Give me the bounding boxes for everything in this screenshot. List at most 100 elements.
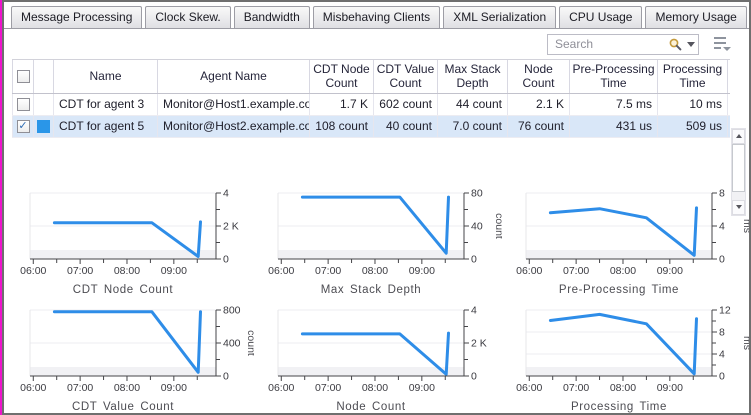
- charts-area: 06:00 07:00 08:00 09:00 4 2 K 0 CDT Node Count 0…: [4, 182, 749, 413]
- tab-message-processing[interactable]: Message Processing: [11, 6, 143, 28]
- table-row[interactable]: CDT for agent 3 Monitor@Host1.example.com…: [12, 93, 730, 116]
- column-chooser-icon[interactable]: [711, 36, 731, 52]
- chart-plot: 06:00 07:00 08:00 09:00 80 40 0 count: [268, 187, 505, 277]
- column-header-node-count[interactable]: Node Count: [508, 60, 570, 93]
- row-value-cell: 509 us: [658, 115, 728, 137]
- chart-title: Pre-Processing Time: [558, 283, 680, 296]
- tab-bandwidth[interactable]: Bandwidth: [233, 6, 310, 28]
- column-header-processing-time[interactable]: Processing Time: [658, 60, 728, 93]
- svg-text:0: 0: [471, 370, 477, 382]
- chart-plot: 06:00 07:00 08:00 09:00 4 2 K 0: [268, 304, 487, 394]
- svg-text:09:00: 09:00: [657, 265, 683, 277]
- chart-cdt-node-count: 06:00 07:00 08:00 09:00 4 2 K 0 CDT Node Count: [10, 187, 254, 296]
- svg-text:4: 4: [471, 305, 477, 317]
- svg-text:07:00: 07:00: [67, 265, 93, 277]
- row-select-cell: [12, 93, 34, 115]
- column-header-agent-name[interactable]: Agent Name: [158, 60, 310, 93]
- search-options-chevron-down-icon[interactable]: [687, 41, 695, 47]
- row-value-cell: 1.7 K: [310, 93, 374, 115]
- chart-plot: 06:00 07:00 08:00 09:00 12 8 4 0 ms: [516, 304, 750, 394]
- tab-clock-skew[interactable]: Clock Skew.: [145, 6, 231, 28]
- svg-text:08:00: 08:00: [362, 265, 388, 277]
- svg-text:0: 0: [223, 370, 229, 382]
- chart-title: CDT Node Count: [72, 283, 174, 296]
- vertical-scrollbar[interactable]: [731, 127, 746, 216]
- column-header-pre-processing-time[interactable]: Pre-Processing Time: [570, 60, 658, 93]
- row-select-cell: ✓: [12, 115, 34, 137]
- svg-text:07:00: 07:00: [315, 382, 341, 394]
- row-color-cell: [34, 115, 54, 137]
- chart-processing-time: 06:00 07:00 08:00 09:00 12 8 4 0 ms Processing Ti…: [506, 304, 750, 413]
- column-header-cdt-value-count[interactable]: CDT Value Count: [374, 60, 438, 93]
- svg-text:08:00: 08:00: [610, 265, 636, 277]
- search-box[interactable]: [547, 33, 699, 55]
- column-header-max-stack-depth[interactable]: Max Stack Depth: [438, 60, 508, 93]
- svg-text:4: 4: [223, 188, 229, 200]
- scroll-down-button[interactable]: [732, 199, 745, 215]
- svg-text:ms: ms: [741, 336, 750, 350]
- row-value-cell: 7.5 ms: [570, 93, 658, 115]
- svg-text:0: 0: [471, 253, 477, 265]
- svg-text:07:00: 07:00: [315, 265, 341, 277]
- row-value-cell: 602 count: [374, 93, 438, 115]
- row-color-cell: [34, 93, 54, 115]
- svg-text:08:00: 08:00: [114, 382, 140, 394]
- chart-node-count: 06:00 07:00 08:00 09:00 4 2 K 0 Node Count: [258, 304, 502, 413]
- table-row[interactable]: ✓ CDT for agent 5 Monitor@Host2.example.co…: [12, 115, 730, 138]
- svg-text:0: 0: [719, 370, 725, 382]
- header-color-column[interactable]: [34, 60, 54, 93]
- svg-text:0: 0: [223, 253, 229, 265]
- chart-cdt-value-count: 06:00 07:00 08:00 09:00 800 400 0 count CDT Valu…: [10, 304, 257, 413]
- row-value-cell: 2.1 K: [508, 93, 570, 115]
- checkbox-checked[interactable]: ✓: [16, 119, 30, 133]
- svg-text:06:00: 06:00: [516, 265, 542, 277]
- svg-text:09:00: 09:00: [409, 382, 435, 394]
- column-header-cdt-node-count[interactable]: CDT Node Count: [310, 60, 374, 93]
- chart-row: 06:00 07:00 08:00 09:00 4 2 K 0 CDT Node Count 0…: [10, 187, 750, 296]
- column-header-name[interactable]: Name: [54, 60, 158, 93]
- tab-xml-serialization[interactable]: XML Serialization: [443, 6, 557, 28]
- search-input[interactable]: [553, 36, 668, 52]
- chart-plot: 06:00 07:00 08:00 09:00 800 400 0 count: [20, 304, 257, 394]
- header-select-all[interactable]: [12, 60, 34, 93]
- svg-text:08:00: 08:00: [114, 265, 140, 277]
- svg-text:06:00: 06:00: [20, 265, 46, 277]
- svg-text:count: count: [493, 213, 502, 239]
- select-all-checkbox[interactable]: [16, 69, 30, 83]
- svg-text:4: 4: [719, 348, 725, 360]
- chart-title: CDT Value Count: [71, 400, 175, 413]
- tab-memory-usage[interactable]: Memory Usage: [645, 6, 747, 28]
- tab-strip: Message Processing Clock Skew. Bandwidth Mi…: [4, 2, 749, 29]
- svg-text:ms: ms: [741, 219, 750, 233]
- tab-misbehaving-clients[interactable]: Misbehaving Clients: [312, 6, 441, 28]
- chart-title: Processing Time: [570, 400, 667, 413]
- magnifier-icon[interactable]: [668, 37, 683, 52]
- chart-plot: 06:00 07:00 08:00 09:00 4 2 K 0: [20, 187, 239, 277]
- svg-text:08:00: 08:00: [610, 382, 636, 394]
- series-color-swatch: [37, 119, 50, 133]
- triangle-down-icon: [735, 205, 742, 210]
- svg-text:09:00: 09:00: [657, 382, 683, 394]
- svg-text:09:00: 09:00: [161, 265, 187, 277]
- tab-cpu-usage[interactable]: CPU Usage: [559, 6, 643, 28]
- svg-text:08:00: 08:00: [362, 382, 388, 394]
- chart-pre-processing-time: 06:00 07:00 08:00 09:00 8 4 0 ms Pre-Processing …: [506, 187, 750, 296]
- row-agent-cell: Monitor@Host1.example.com: [158, 93, 310, 115]
- svg-text:06:00: 06:00: [516, 382, 542, 394]
- scroll-up-button[interactable]: [732, 128, 745, 144]
- svg-text:09:00: 09:00: [409, 265, 435, 277]
- checkbox-unchecked[interactable]: [16, 97, 30, 111]
- row-value-cell: 40 count: [374, 115, 438, 137]
- agents-table: Name Agent Name CDT Node Count CDT Value Co…: [12, 59, 746, 216]
- svg-text:40: 40: [471, 220, 483, 232]
- svg-text:0: 0: [719, 253, 725, 265]
- svg-text:07:00: 07:00: [67, 382, 93, 394]
- chart-title: Node Count: [336, 400, 406, 413]
- row-value-cell: 10 ms: [658, 93, 728, 115]
- svg-text:06:00: 06:00: [20, 382, 46, 394]
- chart-row: 06:00 07:00 08:00 09:00 800 400 0 count CDT Valu…: [10, 304, 750, 413]
- scrollbar-thumb[interactable]: [732, 143, 745, 192]
- triangle-up-icon: [735, 134, 742, 139]
